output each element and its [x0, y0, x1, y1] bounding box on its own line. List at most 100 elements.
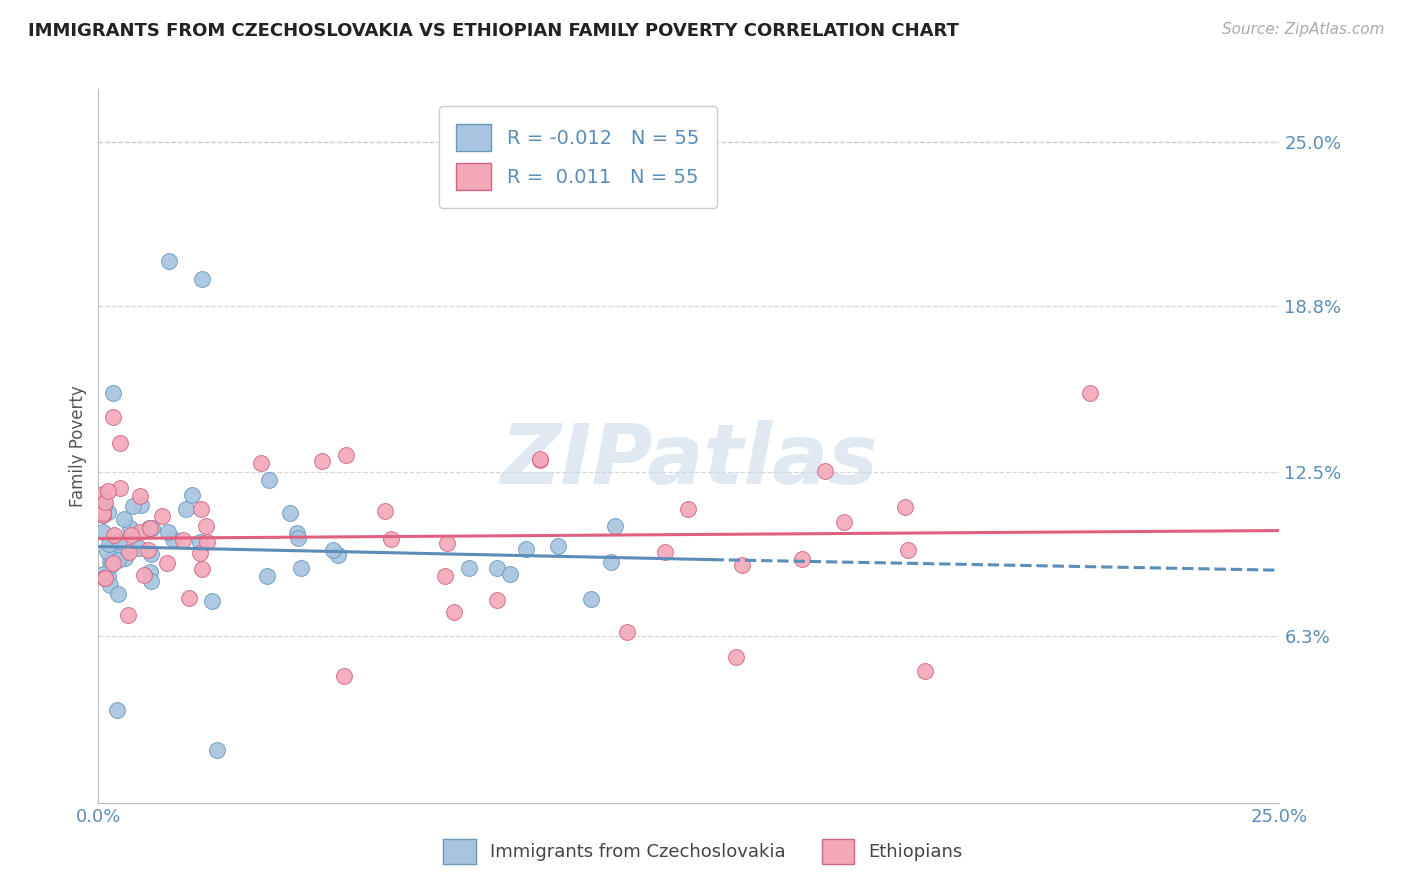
Point — [150, 508, 173, 523]
Point — [914, 664, 936, 678]
Point — [529, 453, 551, 467]
Point — [112, 512, 135, 526]
Point — [107, 553, 129, 567]
Point — [98, 554, 121, 568]
Text: ZIPatlas: ZIPatlas — [501, 420, 877, 500]
Legend: R = -0.012   N = 55, R =  0.011   N = 55: R = -0.012 N = 55, R = 0.011 N = 55 — [439, 106, 717, 208]
Point — [91, 566, 114, 581]
Point — [547, 539, 569, 553]
Point — [91, 524, 114, 539]
Point — [138, 521, 160, 535]
Point — [285, 526, 308, 541]
Point — [458, 560, 481, 574]
Legend: Immigrants from Czechoslovakia, Ethiopians: Immigrants from Czechoslovakia, Ethiopia… — [429, 824, 977, 879]
Point — [1080, 386, 1102, 401]
Point — [894, 500, 917, 515]
Point — [725, 650, 748, 665]
Point — [172, 533, 194, 548]
Point — [101, 541, 124, 555]
Point — [335, 448, 357, 462]
Point — [328, 548, 350, 562]
Point — [485, 593, 508, 607]
Point — [311, 453, 333, 467]
Point — [434, 569, 457, 583]
Point — [128, 541, 150, 556]
Point — [290, 561, 312, 575]
Point — [162, 532, 184, 546]
Point — [599, 555, 621, 569]
Text: IMMIGRANTS FROM CZECHOSLOVAKIA VS ETHIOPIAN FAMILY POVERTY CORRELATION CHART: IMMIGRANTS FROM CZECHOSLOVAKIA VS ETHIOP… — [28, 22, 959, 40]
Point — [128, 525, 150, 540]
Text: Source: ZipAtlas.com: Source: ZipAtlas.com — [1222, 22, 1385, 37]
Point — [194, 518, 217, 533]
Point — [98, 537, 121, 551]
Point — [93, 571, 115, 585]
Point — [443, 605, 465, 619]
Point — [97, 483, 120, 498]
Point — [201, 593, 224, 607]
Point — [605, 518, 627, 533]
Point — [139, 565, 162, 579]
Point — [97, 570, 120, 584]
Point — [814, 464, 837, 478]
Y-axis label: Family Poverty: Family Poverty — [69, 385, 87, 507]
Point — [579, 592, 602, 607]
Point — [486, 561, 509, 575]
Point — [91, 487, 114, 501]
Point — [136, 543, 159, 558]
Point — [91, 500, 114, 515]
Point — [333, 669, 356, 683]
Point — [287, 531, 309, 545]
Point — [897, 543, 920, 558]
Point — [100, 558, 122, 573]
Point — [101, 409, 124, 424]
Point — [118, 544, 141, 558]
Point — [174, 502, 197, 516]
Point — [676, 502, 699, 516]
Point — [129, 490, 152, 504]
Point — [141, 547, 163, 561]
Point — [139, 574, 162, 588]
Point — [141, 521, 163, 535]
Point — [97, 505, 120, 519]
Point — [436, 536, 458, 550]
Point — [256, 569, 278, 583]
Point — [122, 499, 145, 513]
Point — [374, 504, 396, 518]
Point — [108, 436, 131, 450]
Point — [529, 452, 551, 467]
Point — [515, 542, 537, 557]
Point — [91, 507, 114, 521]
Point — [322, 543, 344, 558]
Point — [205, 743, 228, 757]
Point — [108, 546, 131, 560]
Point — [93, 494, 115, 508]
Point — [498, 567, 520, 582]
Point — [188, 535, 211, 549]
Point — [138, 521, 160, 535]
Point — [257, 473, 280, 487]
Point — [120, 520, 142, 534]
Point — [129, 498, 152, 512]
Point — [101, 386, 124, 401]
Point — [654, 545, 676, 559]
Point — [117, 608, 139, 623]
Point — [250, 456, 273, 470]
Point — [191, 562, 214, 576]
Point — [98, 578, 121, 592]
Point — [177, 591, 200, 606]
Point — [181, 488, 204, 502]
Point — [114, 550, 136, 565]
Point — [195, 534, 218, 549]
Point — [188, 546, 211, 560]
Point — [278, 506, 301, 520]
Point — [191, 272, 214, 286]
Point — [108, 533, 131, 548]
Point — [157, 525, 180, 540]
Point — [101, 556, 124, 570]
Point — [108, 481, 131, 495]
Point — [157, 254, 180, 268]
Point — [103, 528, 125, 542]
Point — [132, 568, 155, 582]
Point — [107, 587, 129, 601]
